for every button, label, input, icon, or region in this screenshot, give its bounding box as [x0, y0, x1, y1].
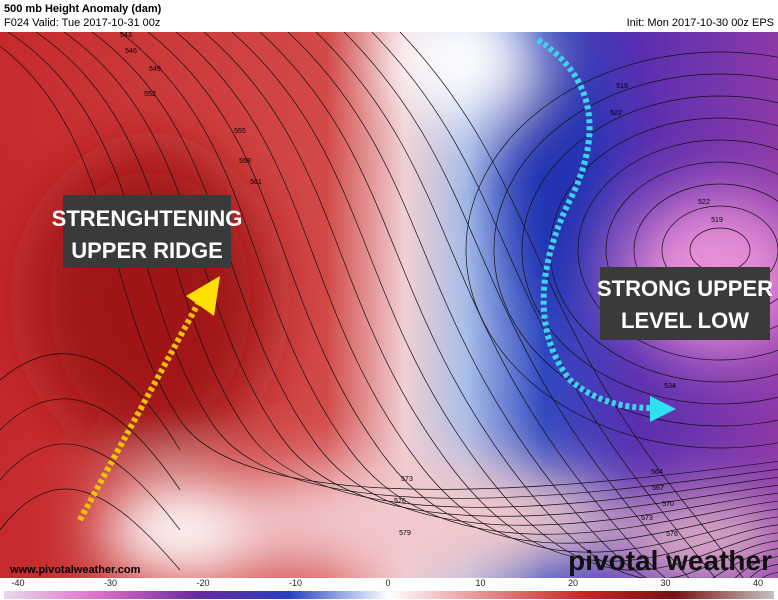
contour-label: 519 [711, 217, 723, 224]
low-annotation: STRONG UPPER LEVEL LOW [536, 37, 773, 422]
annotation-text: UPPER RIDGE [71, 238, 223, 263]
low-arrow [536, 37, 656, 411]
contour-line [577, 139, 778, 361]
contour-line [175, 32, 778, 553]
colorbar-tick-label: 40 [753, 578, 763, 588]
contour-label: 555 [234, 128, 246, 135]
contour-label: 576 [394, 498, 406, 505]
logo: pivotal weather [568, 545, 772, 576]
contour-line [465, 51, 778, 449]
colorbar-tick-label: 0 [385, 578, 390, 588]
contour-label: 573 [641, 515, 653, 522]
contour-label: 546 [125, 48, 137, 55]
contour-line [315, 32, 778, 578]
annotation-text: STRENGHTENING [52, 206, 243, 231]
contour-label: 549 [149, 66, 161, 73]
valid-time: F024 Valid: Tue 2017-10-31 00z [4, 17, 160, 29]
contour-line [0, 443, 181, 531]
contours [0, 32, 778, 578]
contour-line [91, 32, 778, 526]
contour-line [0, 353, 181, 451]
contour-label: 561 [250, 179, 262, 186]
contour-label: 576 [666, 531, 678, 538]
contour-line [119, 32, 778, 535]
contour-line [399, 32, 744, 578]
contour-label: 579 [399, 530, 411, 537]
colorbar-tick-label: -30 [104, 578, 117, 588]
contour-label: 534 [664, 383, 676, 390]
contour-label: 552 [144, 91, 156, 98]
watermark: www.pivotalweather.com [9, 564, 141, 576]
contour-label: 570 [662, 501, 674, 508]
colorbar-tick-label: 20 [568, 578, 578, 588]
contour-line [259, 32, 778, 578]
annotation-box [63, 195, 231, 268]
contour-line [371, 32, 778, 578]
init-time: Init: Mon 2017-10-30 00z EPS [627, 17, 774, 29]
contour-label: 567 [652, 485, 664, 492]
contour-line [287, 32, 778, 578]
contour-line [35, 32, 778, 508]
ridge-annotation: STRENGHTENING UPPER RIDGE [52, 195, 243, 522]
contour-line [549, 117, 778, 383]
contour-line [343, 32, 778, 578]
colorbar-tick-label: -40 [11, 578, 24, 588]
colorbar-tick-label: 10 [475, 578, 485, 588]
contour-label: 522 [610, 110, 622, 117]
colorbar-tick-label: -20 [196, 578, 209, 588]
contour-label: 543 [120, 32, 132, 39]
contour-label: 558 [239, 158, 251, 165]
contour-line [0, 398, 181, 491]
annotation-text: STRONG UPPER [597, 276, 773, 301]
colorbar-tick-label: -10 [289, 578, 302, 588]
contour-line [231, 32, 778, 571]
contour-label: 573 [401, 476, 413, 483]
colorbar-ticks: -40 -30 -20 -10 0 10 20 30 40 [11, 578, 763, 588]
contour-label: 522 [698, 199, 710, 206]
contour-line [493, 73, 778, 427]
annotation-box [600, 267, 770, 340]
arrow-head [650, 396, 676, 422]
colorbar-tick-label: 30 [660, 578, 670, 588]
annotation-text: LEVEL LOW [621, 308, 749, 333]
contour-line [521, 95, 778, 405]
colorbar [4, 591, 774, 599]
contour-label: 564 [651, 469, 663, 476]
contour-line [63, 32, 778, 517]
contour-label: 519 [616, 83, 628, 90]
arrow-head [186, 276, 220, 316]
contour-line [0, 488, 181, 571]
map-title: 500 mb Height Anomaly (dam) [4, 3, 162, 15]
contour-line [147, 32, 778, 544]
